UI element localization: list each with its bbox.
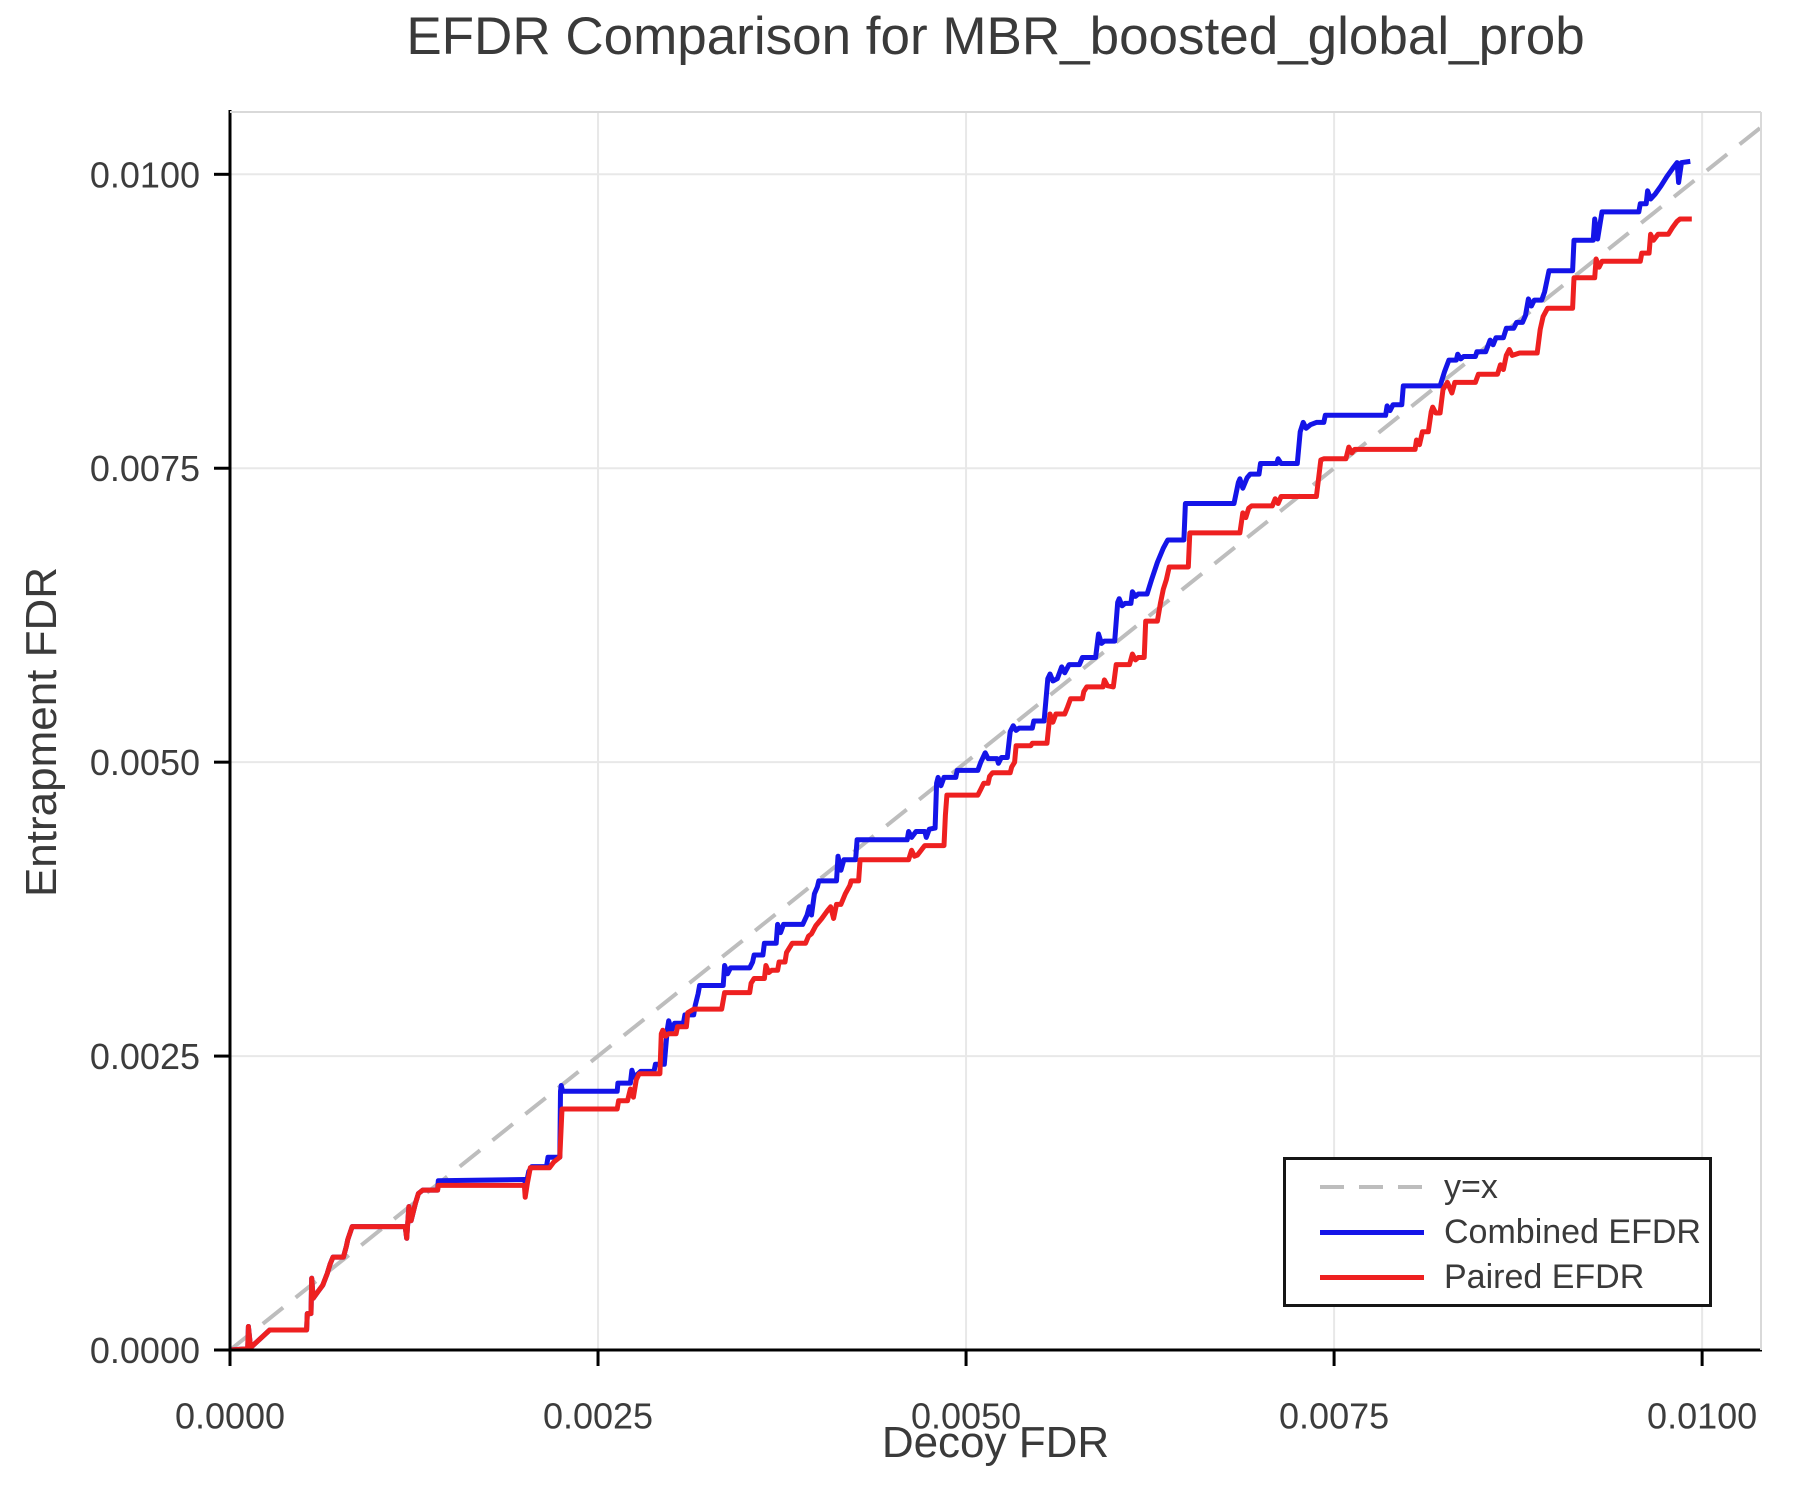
legend-label: Paired EFDR — [1444, 1258, 1645, 1296]
y-tick-label: 0.0075 — [90, 448, 200, 489]
legend-entry-identity: y=x — [1320, 1167, 1709, 1207]
combined-efdr-line — [230, 158, 1691, 1350]
y-tick-label: 0.0050 — [90, 742, 200, 783]
y-tick-label: 0.0100 — [90, 154, 200, 195]
combined-efdr-line-sample — [1320, 1229, 1424, 1235]
axis-ticks: 0.0000 0.0025 0.0050 0.0075 0.0100 0.0000 0.00… — [90, 154, 1757, 1436]
axes-spines — [228, 110, 1762, 1352]
chart-title: EFDR Comparison for MBR_boosted_global_p… — [406, 7, 1585, 66]
legend-box: y=x Combined EFDR Paired EFDR — [1283, 1157, 1712, 1307]
legend-entry-combined: Combined EFDR — [1320, 1212, 1709, 1252]
series-layer — [230, 158, 1692, 1350]
y-tick-label: 0.0025 — [90, 1036, 200, 1077]
paired-efdr-line — [230, 216, 1692, 1350]
legend-entry-paired: Paired EFDR — [1320, 1257, 1709, 1297]
y-axis-label: Entrapment FDR — [17, 566, 66, 898]
legend-label: Combined EFDR — [1444, 1213, 1701, 1251]
legend-label: y=x — [1444, 1168, 1498, 1206]
x-tick-label: 0.0025 — [543, 1395, 653, 1436]
identity-line-sample — [1320, 1185, 1424, 1189]
x-tick-label: 0.0100 — [1647, 1395, 1757, 1436]
identity-line — [230, 125, 1761, 1350]
x-axis-label: Decoy FDR — [881, 1418, 1110, 1467]
y-tick-label: 0.0000 — [90, 1330, 200, 1371]
x-tick-label: 0.0075 — [1279, 1395, 1389, 1436]
paired-efdr-line-sample — [1320, 1274, 1424, 1280]
x-tick-label: 0.0000 — [175, 1395, 285, 1436]
x-tick-label: 0.0050 — [911, 1395, 1021, 1436]
identity-line-layer — [230, 125, 1761, 1350]
